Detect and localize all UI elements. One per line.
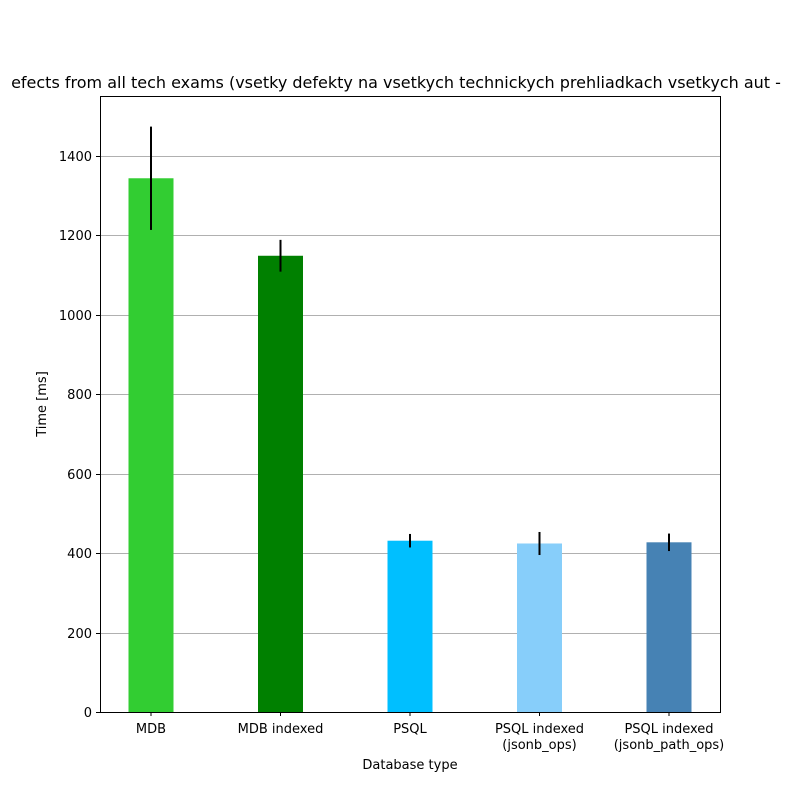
chart-title: efects from all tech exams (vsetky defek… <box>11 73 781 92</box>
x-tick-label: MDB <box>136 722 166 737</box>
bar <box>517 543 562 712</box>
y-axis-label: Time [ms] <box>35 371 50 438</box>
y-axis-ticks: 0 200 400 600 800 1000 1200 1400 <box>59 150 100 721</box>
bar <box>646 542 692 712</box>
x-tick-label: MDB indexed <box>238 722 324 737</box>
bar <box>258 255 303 712</box>
bar <box>128 178 174 712</box>
y-tick-label: 1000 <box>59 309 92 324</box>
y-tick-label: 800 <box>67 388 92 403</box>
y-tick-label: 1400 <box>59 150 92 165</box>
y-tick-label: 400 <box>67 547 92 562</box>
y-tick-label: 600 <box>67 468 92 483</box>
error-bars <box>150 126 670 556</box>
x-tick-label: PSQL indexed (jsonb_ops) <box>495 722 584 753</box>
x-axis-ticks: MDB MDB indexed PSQL PSQL indexed (jsonb_ops… <box>136 712 724 753</box>
bars <box>128 178 692 712</box>
x-tick-label: PSQL indexed (jsonb_path_ops) <box>614 722 725 753</box>
x-axis-label: Database type <box>362 758 457 773</box>
bar <box>387 540 433 712</box>
y-tick-label: 200 <box>67 627 92 642</box>
y-tick-label: 1200 <box>59 229 92 244</box>
y-tick-label: 0 <box>84 706 92 721</box>
x-tick-label: PSQL <box>393 722 427 737</box>
